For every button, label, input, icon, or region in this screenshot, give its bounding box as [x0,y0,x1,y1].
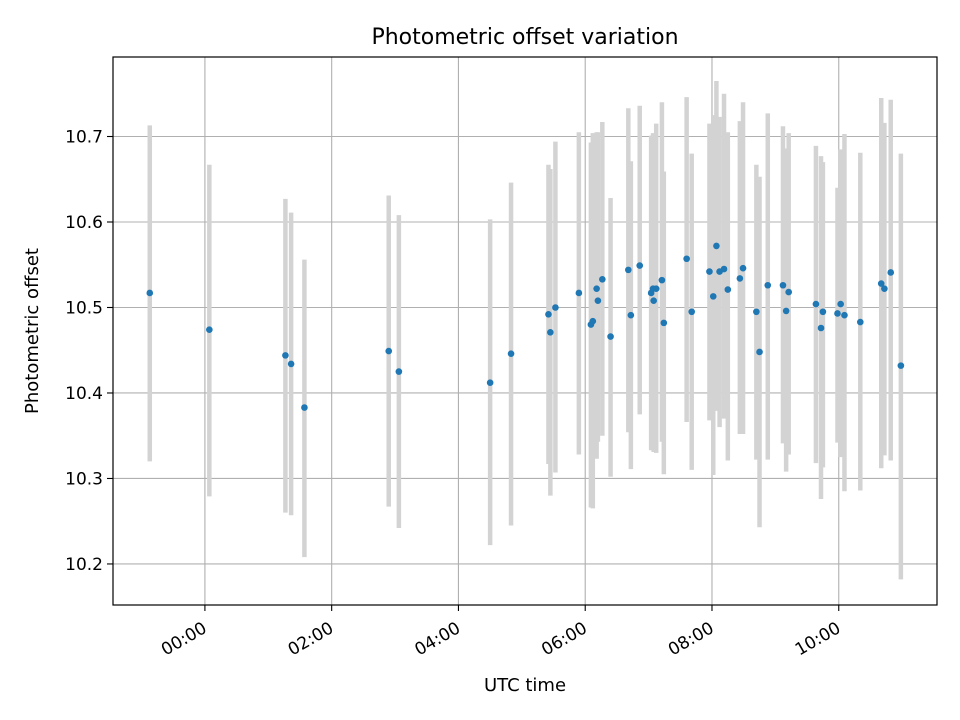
data-point [857,318,864,326]
data-point [636,262,644,269]
data-point [589,317,597,325]
data-point [756,348,763,356]
plot-frame [112,56,938,606]
data-point [779,281,787,289]
data-point [599,275,606,283]
data-point [385,347,393,355]
data-point [206,326,213,334]
data-point [650,297,657,304]
data-point [660,319,668,327]
y-tick-label: 10.5 [65,298,103,318]
data-point [146,289,154,297]
y-tick-label: 10.3 [65,469,103,489]
data-point [395,368,403,375]
grid-lines [113,57,937,605]
data-point [706,268,713,275]
data-point [713,242,720,250]
data-point [887,269,895,276]
data-point [607,333,614,340]
data-point [834,310,841,317]
data-point [627,311,635,319]
data-point [287,360,295,368]
data-point [720,265,728,273]
y-axis-label: Photometric offset [22,248,43,414]
data-point [593,285,600,292]
data-point [897,362,905,369]
y-tick-label: 10.7 [65,128,103,148]
data-point [782,307,790,315]
y-tick-label: 10.4 [65,384,103,404]
data-point [724,286,732,293]
data-point [881,285,888,292]
data-point [545,311,552,318]
data-points [146,242,905,411]
data-point [547,328,554,336]
data-point [652,285,660,292]
data-point [817,324,825,332]
data-point [785,288,792,296]
data-point [753,308,760,316]
data-point [739,264,747,272]
data-point [594,297,602,304]
y-tick-label: 10.6 [65,213,103,233]
data-point [877,280,885,287]
data-point [736,275,744,282]
data-point [812,300,820,308]
data-point [282,352,289,359]
data-point [764,281,772,289]
data-point [658,276,666,284]
data-point [683,255,690,263]
data-point [507,350,515,357]
data-point [486,379,494,387]
data-point [709,293,717,300]
data-point [301,404,308,411]
data-point [841,311,848,319]
data-point [837,300,844,308]
x-axis-label: UTC time [484,675,566,696]
data-point [625,266,632,274]
y-tick-label: 10.2 [65,555,103,575]
data-point [552,304,559,311]
data-point [575,289,583,297]
chart-title: Photometric offset variation [371,25,678,50]
data-point [819,308,827,316]
data-point [688,308,696,316]
